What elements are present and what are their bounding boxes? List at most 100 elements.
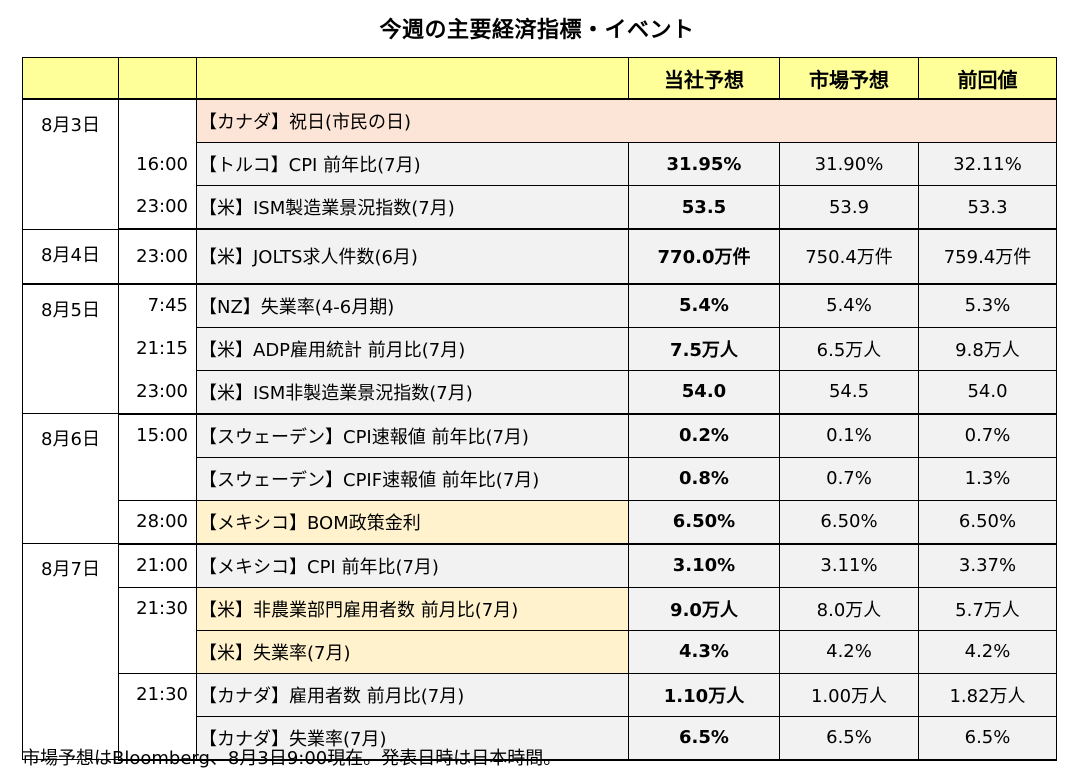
row-our-forecast: 31.95% xyxy=(628,142,780,186)
row-market-forecast: 3.11% xyxy=(779,543,919,588)
row-event: 【NZ】失業率(4-6月期) xyxy=(196,283,629,328)
row-our-forecast: 0.8% xyxy=(628,456,780,501)
row-previous: 53.3 xyxy=(918,185,1057,230)
row-event: 【米】ISM非製造業景況指数(7月) xyxy=(196,369,629,415)
table-row: 8月5日 7:45 【NZ】失業率(4-6月期) 5.4% 5.4% 5.3% xyxy=(22,283,1057,414)
row-our-forecast: 7.5万人 xyxy=(628,326,780,371)
row-market-forecast: 6.5% xyxy=(779,715,919,761)
row-event: 【トルコ】CPI 前年比(7月) xyxy=(196,142,629,186)
row-previous: 54.0 xyxy=(918,369,1057,415)
row-previous: 3.37% xyxy=(918,543,1057,588)
header-market-forecast: 市場予想 xyxy=(779,57,919,100)
table-header-row: 当社予想 市場予想 前回値 xyxy=(22,57,1057,100)
row-time: 28:00 xyxy=(118,499,197,545)
row-event: 【カナダ】雇用者数 前月比(7月) xyxy=(196,672,629,717)
row-market-forecast: 8.0万人 xyxy=(779,586,919,631)
page-title: 今週の主要経済指標・イベント xyxy=(379,18,695,43)
row-our-forecast: 3.10% xyxy=(628,543,780,588)
row-event: 【米】JOLTS求人件数(6月) xyxy=(196,228,629,285)
footnote: 市場予想はBloomberg、8月3日9:00現在。発表日時は日本時間。 xyxy=(22,748,562,769)
row-event: 【米】失業率(7月) xyxy=(196,629,629,674)
row-event: 【カナダ】失業率(7月) xyxy=(196,715,629,761)
row-market-forecast: 4.2% xyxy=(779,629,919,674)
row-previous: 6.5% xyxy=(918,715,1057,761)
table-row: 【カナダ】失業率(7月) 6.5% 6.5% 6.5% xyxy=(23,715,1057,761)
header-time xyxy=(118,57,197,100)
row-time: 16:00 xyxy=(118,142,197,186)
row-time: 23:00 xyxy=(118,228,197,285)
row-time: 23:00 xyxy=(118,185,197,230)
row-time xyxy=(118,457,197,501)
table-row: 16:00 【トルコ】CPI 前年比(7月) 31.95% 31.90% 32.… xyxy=(23,142,1057,186)
row-previous: 9.8万人 xyxy=(918,326,1057,371)
row-event: 【スウェーデン】CPI速報値 前年比(7月) xyxy=(196,413,629,458)
row-market-forecast: 54.5 xyxy=(779,369,919,415)
row-previous: 32.11% xyxy=(918,142,1057,186)
table-row: 21:30 【カナダ】雇用者数 前月比(7月) 1.10万人 1.00万人 1.… xyxy=(23,672,1057,717)
row-previous: 5.3% xyxy=(918,283,1057,328)
row-market-forecast: 750.4万件 xyxy=(779,228,919,285)
row-event: 【メキシコ】BOM政策金利 xyxy=(196,499,629,545)
row-date: 8月6日 xyxy=(22,413,119,544)
row-previous: 4.2% xyxy=(918,629,1057,674)
row-event: 【カナダ】祝日(市民の日) xyxy=(196,98,1057,143)
table-row: 【米】失業率(7月) 4.3% 4.2% 4.2% xyxy=(23,629,1057,674)
row-our-forecast: 0.2% xyxy=(628,413,780,458)
row-time: 21:30 xyxy=(118,586,197,630)
row-previous: 759.4万件 xyxy=(918,228,1057,285)
header-event xyxy=(196,57,629,100)
row-market-forecast: 5.4% xyxy=(779,283,919,328)
row-previous: 1.3% xyxy=(918,456,1057,501)
row-event: 【米】ADP雇用統計 前月比(7月) xyxy=(196,326,629,371)
header-date xyxy=(22,57,119,100)
row-time xyxy=(118,630,197,674)
row-date: 8月3日 xyxy=(22,98,119,230)
header-our-forecast: 当社予想 xyxy=(628,57,780,100)
row-our-forecast: 9.0万人 xyxy=(628,586,780,631)
row-market-forecast: 6.50% xyxy=(779,499,919,545)
row-our-forecast: 4.3% xyxy=(628,629,780,674)
row-our-forecast: 1.10万人 xyxy=(628,672,780,717)
table-row: 23:00 【米】ISM非製造業景況指数(7月) 54.0 54.5 54.0 xyxy=(23,369,1057,415)
table-row: 21:30 【米】非農業部門雇用者数 前月比(7月) 9.0万人 8.0万人 5… xyxy=(23,586,1057,631)
row-event: 【米】ISM製造業景況指数(7月) xyxy=(196,185,629,230)
row-time: 21:30 xyxy=(118,672,197,716)
row-our-forecast: 5.4% xyxy=(628,283,780,328)
table-row: 23:00 【米】ISM製造業景況指数(7月) 53.5 53.9 53.3 xyxy=(23,185,1057,230)
row-date: 8月5日 xyxy=(22,283,119,414)
row-date: 8月4日 xyxy=(22,228,119,285)
row-time: 7:45 xyxy=(118,283,197,327)
row-market-forecast: 31.90% xyxy=(779,142,919,186)
row-market-forecast: 0.7% xyxy=(779,456,919,501)
table-row: 【スウェーデン】CPIF速報値 前年比(7月) 0.8% 0.7% 1.3% xyxy=(23,456,1057,501)
row-previous: 6.50% xyxy=(918,499,1057,545)
economic-calendar-table: 当社予想 市場予想 前回値 8月3日 【カナダ】祝日(市民の日) 16:00 【… xyxy=(22,57,1057,761)
row-our-forecast: 54.0 xyxy=(628,369,780,415)
row-time xyxy=(118,716,197,761)
row-market-forecast: 53.9 xyxy=(779,185,919,230)
row-time: 21:00 xyxy=(118,543,197,588)
row-market-forecast: 0.1% xyxy=(779,413,919,458)
row-our-forecast: 6.50% xyxy=(628,499,780,545)
row-market-forecast: 6.5万人 xyxy=(779,326,919,371)
row-event: 【米】非農業部門雇用者数 前月比(7月) xyxy=(196,586,629,631)
table-row: 8月4日 23:00 【米】JOLTS求人件数(6月) 770.0万件 750.… xyxy=(22,228,1057,285)
row-time: 21:15 xyxy=(118,327,197,370)
row-time: 23:00 xyxy=(118,370,197,415)
row-market-forecast: 1.00万人 xyxy=(779,672,919,717)
table-row: 8月7日 21:00 【メキシコ】CPI 前年比(7月) 3.10% 3.11%… xyxy=(22,543,1057,760)
row-time xyxy=(118,98,197,143)
table-row: 8月3日 【カナダ】祝日(市民の日) xyxy=(22,98,1057,230)
row-previous: 1.82万人 xyxy=(918,672,1057,717)
row-previous: 0.7% xyxy=(918,413,1057,458)
table-row: 21:15 【米】ADP雇用統計 前月比(7月) 7.5万人 6.5万人 9.8… xyxy=(23,326,1057,371)
row-previous: 5.7万人 xyxy=(918,586,1057,631)
row-our-forecast: 770.0万件 xyxy=(628,228,780,285)
row-event: 【メキシコ】CPI 前年比(7月) xyxy=(196,543,629,588)
row-our-forecast: 6.5% xyxy=(628,715,780,761)
row-event: 【スウェーデン】CPIF速報値 前年比(7月) xyxy=(196,456,629,501)
row-time: 15:00 xyxy=(118,413,197,457)
row-date: 8月7日 xyxy=(22,543,119,760)
table-row: 8月6日 15:00 【スウェーデン】CPI速報値 前年比(7月) 0.2% 0… xyxy=(22,413,1057,544)
header-previous: 前回値 xyxy=(918,57,1057,100)
